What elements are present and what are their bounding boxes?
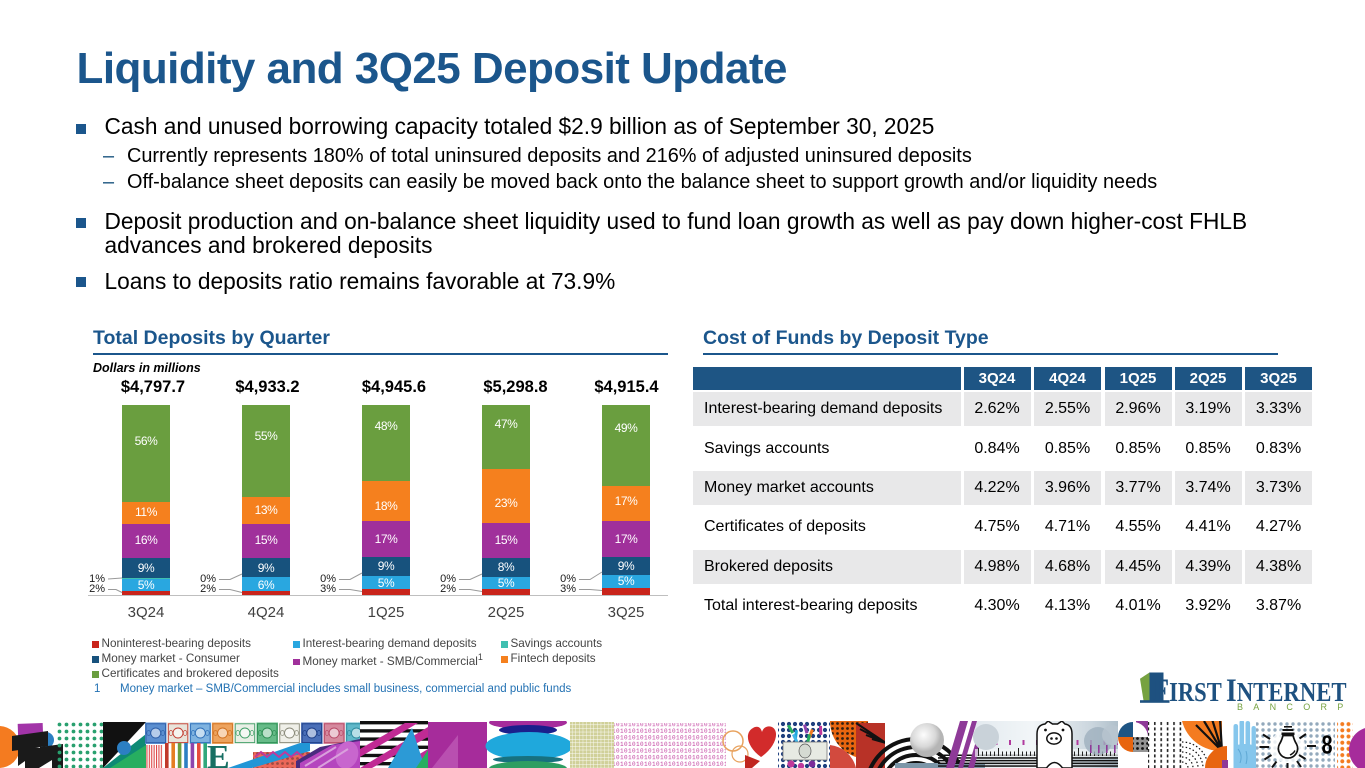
svg-text:FIRST: FIRST — [1153, 671, 1222, 708]
svg-text:E: E — [207, 739, 230, 768]
svg-text:8: 8 — [1322, 730, 1333, 759]
svg-text:INTERNET: INTERNET — [1226, 672, 1347, 709]
svg-text:BANCORP: BANCORP — [1237, 702, 1354, 712]
